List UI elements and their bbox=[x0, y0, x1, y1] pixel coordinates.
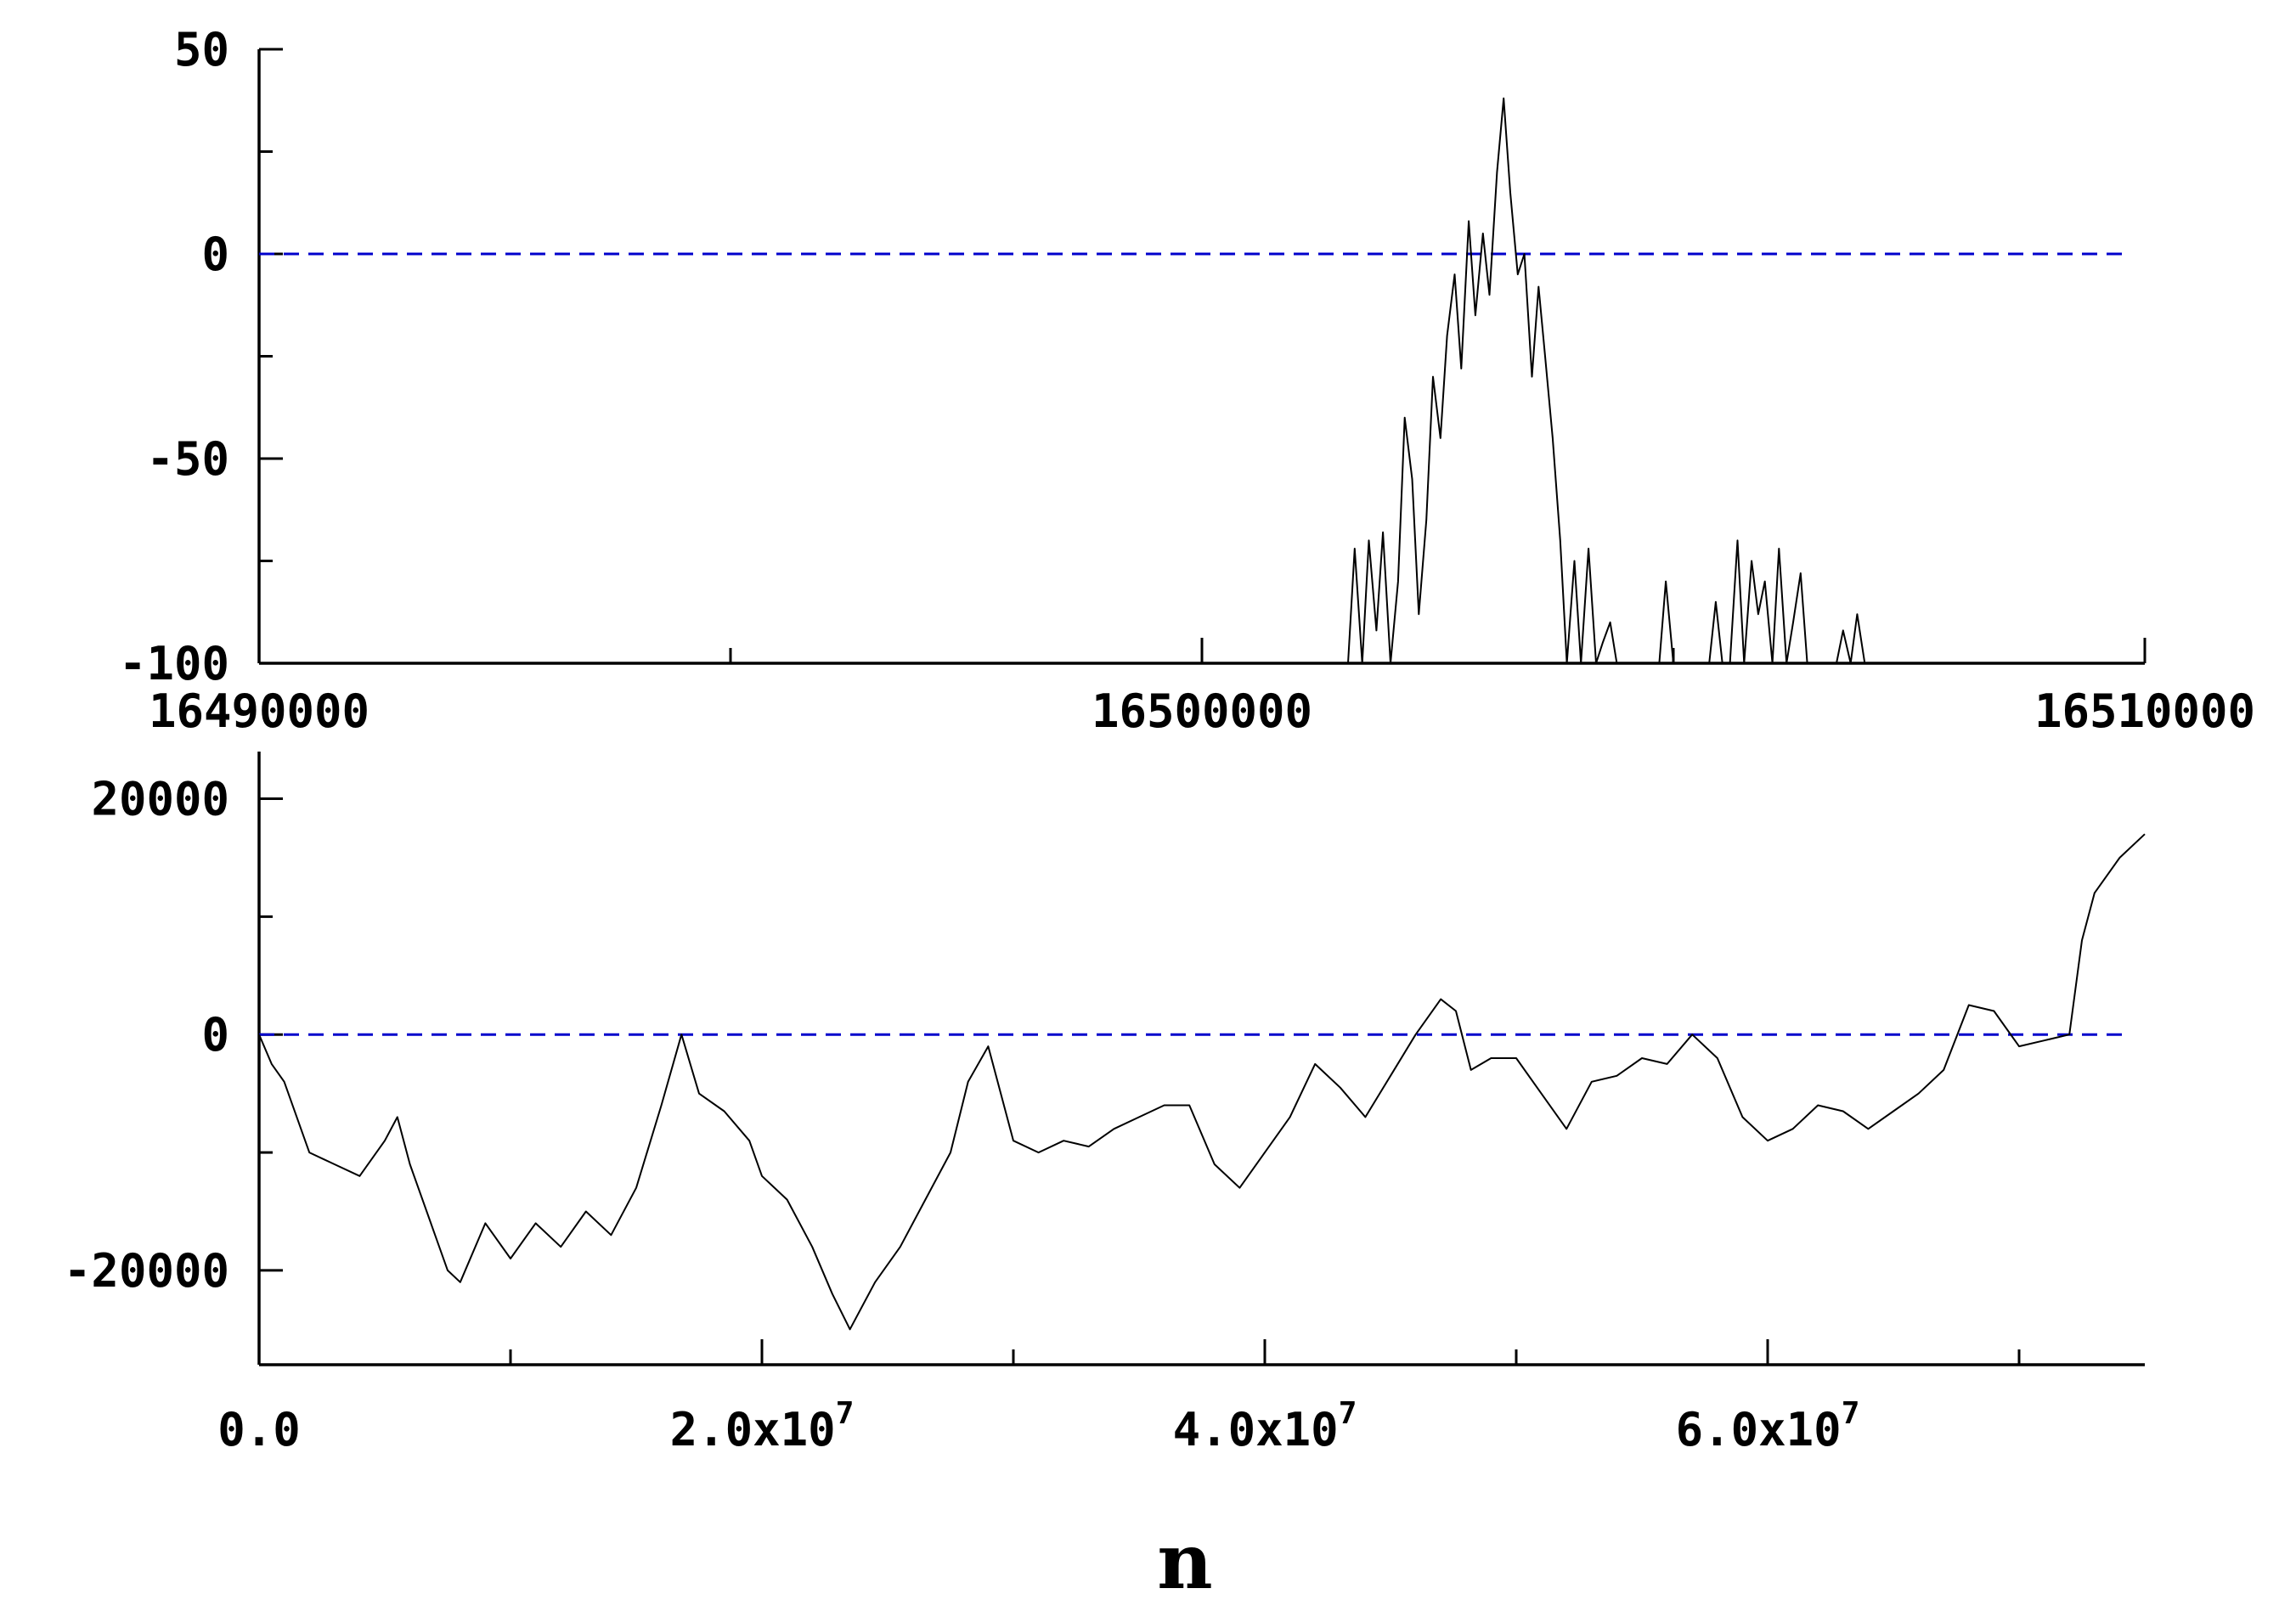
top-series-line bbox=[1347, 97, 1866, 664]
x-tick-label: 0.0 bbox=[217, 1403, 301, 1456]
x-tick-label: 16500000 bbox=[1092, 684, 1312, 738]
y-tick-label: -20000 bbox=[64, 1244, 229, 1298]
y-tick-label: 0 bbox=[201, 1008, 229, 1062]
x-tick-label: 6.0x107 bbox=[1676, 1396, 1860, 1456]
y-tick-label: -50 bbox=[146, 432, 229, 486]
y-tick-label: -100 bbox=[119, 637, 229, 690]
x-tick-label: 2.0x107 bbox=[670, 1396, 855, 1456]
bottom-series-line bbox=[258, 833, 2146, 1331]
top-ticks bbox=[259, 48, 2147, 665]
y-tick-label: 0 bbox=[201, 228, 229, 281]
y-tick-label: 20000 bbox=[91, 773, 229, 826]
x-tick-label: 4.0x107 bbox=[1173, 1396, 1357, 1456]
bottom-tick-labels: 20000 0 -20000 0.0 2.0x107 4.0x107 6.0x107 bbox=[64, 773, 1859, 1456]
bottom-ticks bbox=[259, 797, 2021, 1365]
bottom-panel: 20000 0 -20000 0.0 2.0x107 4.0x107 6.0x107 n bbox=[64, 752, 2146, 1607]
x-axis-title: n bbox=[1157, 1517, 1212, 1607]
y-tick-label: 50 bbox=[174, 23, 229, 76]
x-tick-label: 16490000 bbox=[149, 684, 370, 738]
x-tick-label: 16510000 bbox=[2034, 684, 2255, 738]
